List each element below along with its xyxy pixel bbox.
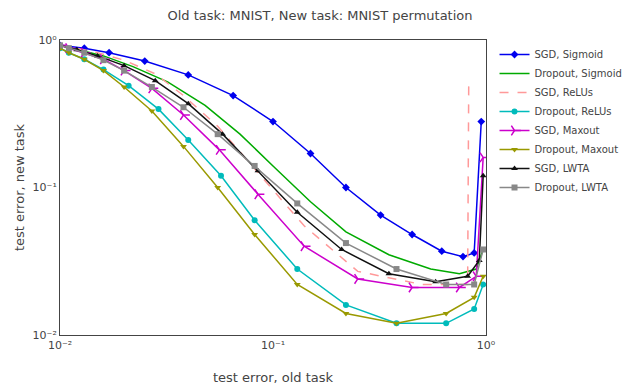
svg-text:Dropout, Maxout: Dropout, Maxout: [535, 144, 619, 155]
svg-text:test error, new task: test error, new task: [12, 123, 27, 251]
svg-text:SGD, ReLUs: SGD, ReLUs: [535, 87, 593, 98]
svg-text:10⁰: 10⁰: [38, 34, 57, 47]
svg-text:test error, old task: test error, old task: [213, 370, 334, 385]
svg-text:Dropout, ReLUs: Dropout, ReLUs: [535, 106, 612, 117]
svg-text:SGD, LWTA: SGD, LWTA: [535, 163, 590, 174]
svg-text:10⁻²: 10⁻²: [33, 329, 57, 342]
svg-text:10⁰: 10⁰: [477, 339, 496, 352]
svg-text:Dropout, LWTA: Dropout, LWTA: [535, 182, 609, 193]
svg-text:Dropout, Sigmoid: Dropout, Sigmoid: [535, 68, 622, 79]
svg-text:Old task: MNIST, New task: MNI: Old task: MNIST, New task: MNIST permuta…: [167, 8, 472, 23]
svg-text:SGD, Maxout: SGD, Maxout: [535, 125, 600, 136]
svg-text:10⁻²: 10⁻²: [48, 339, 72, 352]
svg-text:10⁻¹: 10⁻¹: [261, 339, 285, 352]
svg-text:10⁻¹: 10⁻¹: [33, 181, 57, 194]
svg-text:SGD, Sigmoid: SGD, Sigmoid: [535, 49, 604, 60]
